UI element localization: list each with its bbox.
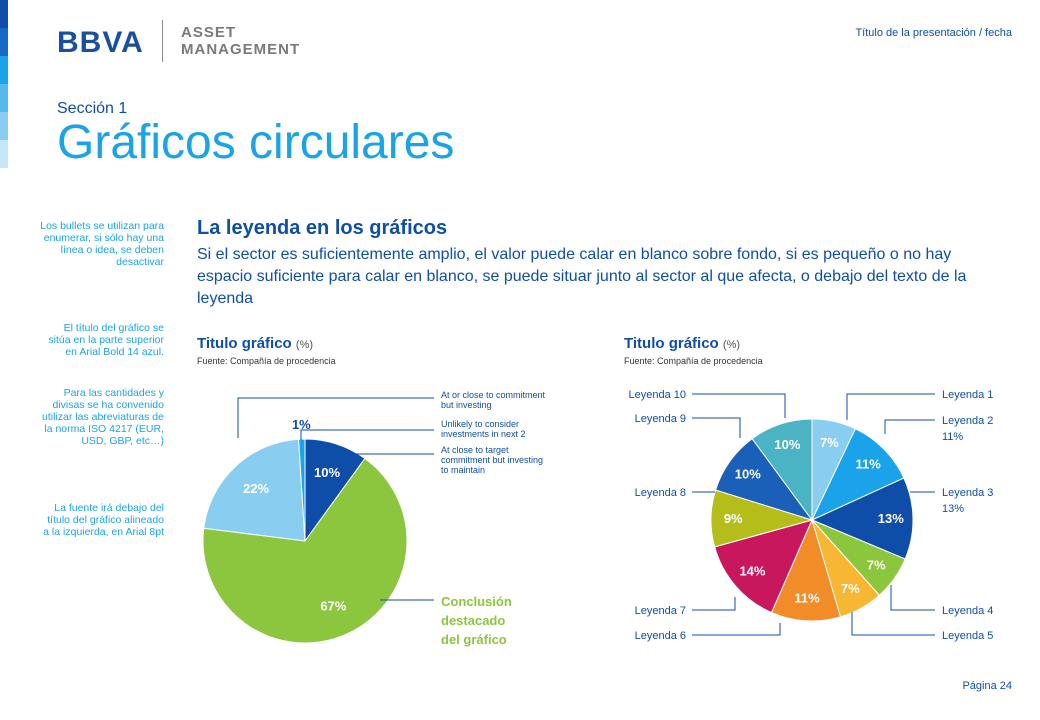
legend-label: Leyenda 7	[635, 605, 686, 617]
chart-2-unit: (%)	[722, 339, 741, 351]
brand-subtitle: ASSET MANAGEMENT	[181, 24, 300, 58]
chart-2-leader-lines	[692, 393, 935, 636]
annotation-label: Unlikely to consider investments in next …	[441, 419, 526, 439]
legend-label: Leyenda 4	[942, 605, 993, 617]
slice-value-label: 7%	[841, 581, 860, 596]
legend-label: Leyenda 9	[635, 413, 686, 425]
slice-value-label: 7%	[867, 558, 886, 573]
slice-value-label: 10%	[774, 437, 800, 452]
slice-value-label: 7%	[820, 435, 839, 450]
conclusion-line: del gráfico	[441, 632, 507, 647]
pie-slice	[810, 428, 905, 522]
chart-2-legend: Leyenda 1 Leyenda 2 11% Leyenda 3 13% Leyenda…	[629, 389, 994, 642]
legend-label: Leyenda 2	[942, 415, 993, 427]
legend-label: Leyenda 8	[635, 487, 686, 499]
slice-value-label: 1%	[292, 417, 311, 432]
chart-conclusion: Conclusión destacado del gráfico	[441, 594, 515, 647]
brand-subtitle-line-2: MANAGEMENT	[181, 41, 301, 58]
pie-slice	[751, 418, 813, 522]
leader-line	[329, 444, 434, 455]
chart-2-title-text: Titulo gráfico	[624, 335, 719, 352]
pie-slice	[298, 438, 306, 542]
strip-segment	[0, 112, 8, 140]
note-chart-title: El título del gráfico se sitúa en la par…	[48, 322, 164, 358]
pie-slice	[714, 519, 813, 614]
pie-chart-1: 10% 67% 22% 1%	[202, 417, 408, 644]
leader-line	[890, 585, 935, 611]
pie-chart-2: 7% 11% 13% 7% 7% 11% 14% 9% 10% 10%	[710, 418, 914, 622]
leader-line	[846, 393, 935, 420]
strip-segment	[0, 84, 8, 112]
logo-divider	[162, 20, 163, 62]
slice-value-label: 11%	[855, 457, 881, 472]
pie-slice	[202, 457, 408, 644]
slice-value-label: 9%	[724, 511, 743, 526]
chart-1-title: Titulo gráfico (%)	[197, 335, 313, 352]
legend-label: Leyenda 10	[629, 389, 687, 401]
legend-label: Leyenda 3	[942, 487, 993, 499]
leader-line	[692, 623, 781, 636]
slice-value-label: 10%	[735, 466, 761, 481]
presentation-title: Título de la presentación / fecha	[855, 27, 1012, 39]
leader-line	[851, 612, 935, 636]
pie-slice	[203, 438, 306, 542]
slice-value-label: 67%	[320, 599, 346, 614]
chart-1-leader-lines	[237, 397, 434, 601]
note-currency: Para las cantidades y divisas se ha conv…	[42, 387, 164, 447]
slice-value-label: 10%	[314, 465, 340, 480]
leader-line	[300, 429, 434, 440]
legend-value: 13%	[942, 503, 964, 515]
page-number: Página 24	[962, 680, 1012, 692]
annotation-label: At or close to commitment but investing	[441, 390, 546, 410]
chart-2-title: Titulo gráfico (%)	[624, 335, 740, 352]
conclusion-line: Conclusión	[441, 594, 512, 609]
strip-segment	[0, 56, 8, 84]
pie-slice	[770, 518, 842, 622]
strip-segment	[0, 28, 8, 56]
slice-value-label: 13%	[878, 511, 904, 526]
content-body: Si el sector es suficientemente amplio, …	[197, 246, 967, 307]
slice-value-label: 11%	[794, 591, 820, 606]
chart-1-title-text: Titulo gráfico	[197, 335, 292, 352]
leader-line	[237, 397, 434, 438]
legend-label: Leyenda 1	[942, 389, 993, 401]
strip-segment	[0, 140, 8, 168]
legend-label: Leyenda 5	[942, 630, 993, 642]
legend-label: Leyenda 6	[635, 630, 686, 642]
annotation-label: At close to target commitment but investi…	[441, 445, 543, 475]
leader-line	[692, 393, 786, 418]
section-label: Sección 1	[57, 100, 128, 117]
legend-value: 11%	[942, 431, 963, 443]
chart-2-source: Fuente: Compañía de procedencia	[624, 356, 763, 366]
leader-line	[692, 597, 736, 611]
conclusion-line: destacado	[441, 613, 505, 628]
note-bullets: Los bullets se utilizan para enumerar, s…	[40, 220, 164, 268]
brand-subtitle-line-1: ASSET	[181, 24, 237, 41]
chart-1-unit: (%)	[295, 339, 314, 351]
slice-value-label: 22%	[243, 481, 269, 496]
strip-segment	[0, 0, 8, 28]
chart-1-source: Fuente: Compañía de procedencia	[197, 356, 336, 366]
leader-line	[692, 417, 741, 438]
pie-slice	[810, 477, 914, 560]
leader-line	[884, 419, 935, 434]
slice-value-label: 14%	[739, 564, 765, 579]
note-source: La fuente irá debajo del título del gráf…	[43, 502, 164, 538]
brand-logo: BBVA	[57, 26, 144, 59]
content-heading: La leyenda en los gráficos	[197, 217, 448, 239]
page-title: Gráficos circulares	[57, 116, 455, 169]
